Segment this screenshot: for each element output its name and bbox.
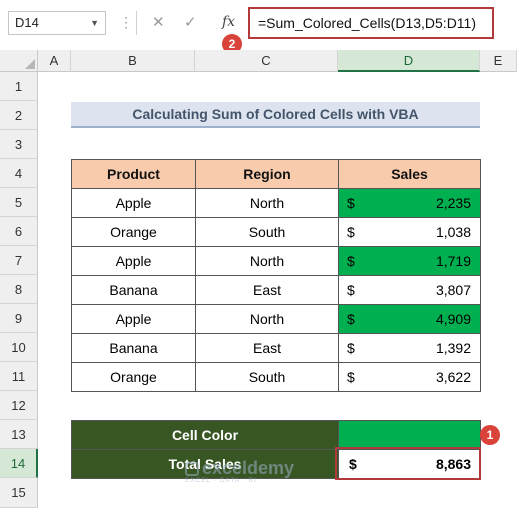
region-cell[interactable]: South bbox=[195, 362, 339, 392]
total-sales-label[interactable]: Total Sales bbox=[71, 449, 339, 479]
column-header-a[interactable]: A bbox=[38, 50, 71, 72]
row-header-10[interactable]: 10 bbox=[0, 333, 38, 362]
sales-table: Product Region Sales Apple North $2,235 … bbox=[71, 159, 481, 392]
header-sales[interactable]: Sales bbox=[338, 159, 481, 189]
cell-color-swatch[interactable] bbox=[338, 420, 481, 450]
table-row: Apple North $2,235 bbox=[71, 188, 481, 218]
sales-amount: 4,909 bbox=[435, 311, 471, 327]
product-cell[interactable]: Orange bbox=[71, 362, 196, 392]
sales-amount: 1,719 bbox=[435, 253, 471, 269]
table-row: Apple North $1,719 bbox=[71, 246, 481, 276]
row-header-8[interactable]: 8 bbox=[0, 275, 38, 304]
product-cell[interactable]: Apple bbox=[71, 304, 196, 334]
sales-cell[interactable]: $3,807 bbox=[338, 275, 481, 305]
currency-symbol: $ bbox=[349, 456, 357, 472]
sales-amount: 1,038 bbox=[435, 224, 471, 240]
currency-symbol: $ bbox=[347, 311, 355, 327]
currency-symbol: $ bbox=[347, 195, 355, 211]
row-header-13[interactable]: 13 bbox=[0, 420, 38, 449]
summary-table: Cell Color Total Sales $8,863 bbox=[71, 420, 481, 479]
more-options-icon: ⋮ bbox=[119, 14, 133, 30]
header-product[interactable]: Product bbox=[71, 159, 196, 189]
region-cell[interactable]: North bbox=[195, 304, 339, 334]
sales-cell[interactable]: $3,622 bbox=[338, 362, 481, 392]
currency-symbol: $ bbox=[347, 340, 355, 356]
product-cell[interactable]: Orange bbox=[71, 217, 196, 247]
header-region[interactable]: Region bbox=[195, 159, 339, 189]
sales-amount: 3,622 bbox=[435, 369, 471, 385]
row-header-11[interactable]: 11 bbox=[0, 362, 38, 391]
column-header-b[interactable]: B bbox=[71, 50, 195, 72]
column-header-d[interactable]: D bbox=[338, 50, 480, 72]
sales-cell[interactable]: $4,909 bbox=[338, 304, 481, 334]
formula-bar: D14 ▼ ⋮ ✕ ✓ fx =Sum_Colored_Cells(D13,D5… bbox=[0, 0, 517, 51]
name-box-value: D14 bbox=[15, 15, 39, 30]
sales-amount: 3,807 bbox=[435, 282, 471, 298]
table-row: Orange South $3,622 bbox=[71, 362, 481, 392]
cell-color-row: Cell Color bbox=[71, 420, 481, 450]
table-header-row: Product Region Sales bbox=[71, 159, 481, 189]
region-cell[interactable]: East bbox=[195, 275, 339, 305]
currency-symbol: $ bbox=[347, 369, 355, 385]
chevron-down-icon[interactable]: ▼ bbox=[90, 18, 99, 28]
column-header-e[interactable]: E bbox=[480, 50, 517, 72]
table-row: Orange South $1,038 bbox=[71, 217, 481, 247]
product-cell[interactable]: Apple bbox=[71, 246, 196, 276]
row-header-2[interactable]: 2 bbox=[0, 101, 38, 130]
region-cell[interactable]: North bbox=[195, 188, 339, 218]
row-header-9[interactable]: 9 bbox=[0, 304, 38, 333]
table-row: Banana East $3,807 bbox=[71, 275, 481, 305]
table-row: Apple North $4,909 bbox=[71, 304, 481, 334]
region-cell[interactable]: South bbox=[195, 217, 339, 247]
row-header-12[interactable]: 12 bbox=[0, 391, 38, 420]
region-cell[interactable]: East bbox=[195, 333, 339, 363]
sales-amount: 1,392 bbox=[435, 340, 471, 356]
sales-cell[interactable]: $2,235 bbox=[338, 188, 481, 218]
divider bbox=[136, 11, 137, 35]
column-header-c[interactable]: C bbox=[195, 50, 338, 72]
region-cell[interactable]: North bbox=[195, 246, 339, 276]
total-sales-value: 8,863 bbox=[435, 456, 471, 472]
annotation-badge-1: 1 bbox=[480, 425, 500, 445]
product-cell[interactable]: Banana bbox=[71, 333, 196, 363]
row-header-3[interactable]: 3 bbox=[0, 130, 38, 159]
total-sales-row: Total Sales $8,863 bbox=[71, 449, 481, 479]
sales-cell[interactable]: $1,719 bbox=[338, 246, 481, 276]
currency-symbol: $ bbox=[347, 282, 355, 298]
currency-symbol: $ bbox=[347, 253, 355, 269]
select-all-corner[interactable] bbox=[0, 50, 38, 72]
product-cell[interactable]: Banana bbox=[71, 275, 196, 305]
cancel-icon[interactable]: ✕ bbox=[152, 14, 165, 31]
enter-icon[interactable]: ✓ bbox=[184, 14, 197, 31]
insert-function-icon[interactable]: fx bbox=[222, 14, 236, 30]
row-header-5[interactable]: 5 bbox=[0, 188, 38, 217]
row-header-6[interactable]: 6 bbox=[0, 217, 38, 246]
sales-cell[interactable]: $1,392 bbox=[338, 333, 481, 363]
row-header-7[interactable]: 7 bbox=[0, 246, 38, 275]
annotation-badge-2: 2 bbox=[222, 34, 242, 54]
sales-cell[interactable]: $1,038 bbox=[338, 217, 481, 247]
row-header-15[interactable]: 15 bbox=[0, 478, 38, 508]
formula-input[interactable]: =Sum_Colored_Cells(D13,D5:D11) bbox=[248, 7, 494, 39]
row-header-14[interactable]: 14 bbox=[0, 449, 38, 478]
cell-color-label[interactable]: Cell Color bbox=[71, 420, 339, 450]
row-header-1[interactable]: 1 bbox=[0, 72, 38, 101]
sheet-title[interactable]: Calculating Sum of Colored Cells with VB… bbox=[71, 102, 480, 128]
row-header-4[interactable]: 4 bbox=[0, 159, 38, 188]
product-cell[interactable]: Apple bbox=[71, 188, 196, 218]
sales-amount: 2,235 bbox=[435, 195, 471, 211]
total-sales-cell[interactable]: $8,863 bbox=[338, 449, 481, 479]
currency-symbol: $ bbox=[347, 224, 355, 240]
table-row: Banana East $1,392 bbox=[71, 333, 481, 363]
name-box[interactable]: D14 ▼ bbox=[8, 11, 106, 35]
